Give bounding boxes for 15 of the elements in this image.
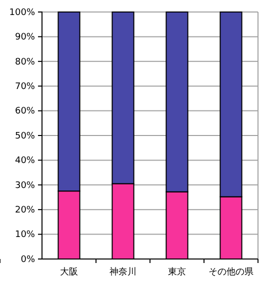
y-tick-label: 90% bbox=[14, 32, 36, 43]
y-tick-label: 20% bbox=[14, 205, 36, 216]
y-tick-label: 60% bbox=[14, 106, 36, 117]
x-tick-label: 東京 bbox=[168, 266, 186, 278]
x-tick-label: 大阪 bbox=[60, 266, 78, 278]
x-tick-label: その他の県 bbox=[208, 266, 254, 278]
y-tick-label: 40% bbox=[14, 156, 36, 166]
y-tick-label: 10% bbox=[14, 230, 36, 240]
y-tick-label: 80% bbox=[14, 57, 36, 68]
y-tick-label: 70% bbox=[14, 82, 36, 92]
y-tick-label: 0% bbox=[20, 254, 36, 265]
y-tick-label: 100% bbox=[9, 8, 36, 18]
x-tick-label: 神奈川 bbox=[110, 266, 136, 278]
y-tick-label: 30% bbox=[14, 180, 36, 191]
y-tick-label: 50% bbox=[14, 131, 36, 142]
